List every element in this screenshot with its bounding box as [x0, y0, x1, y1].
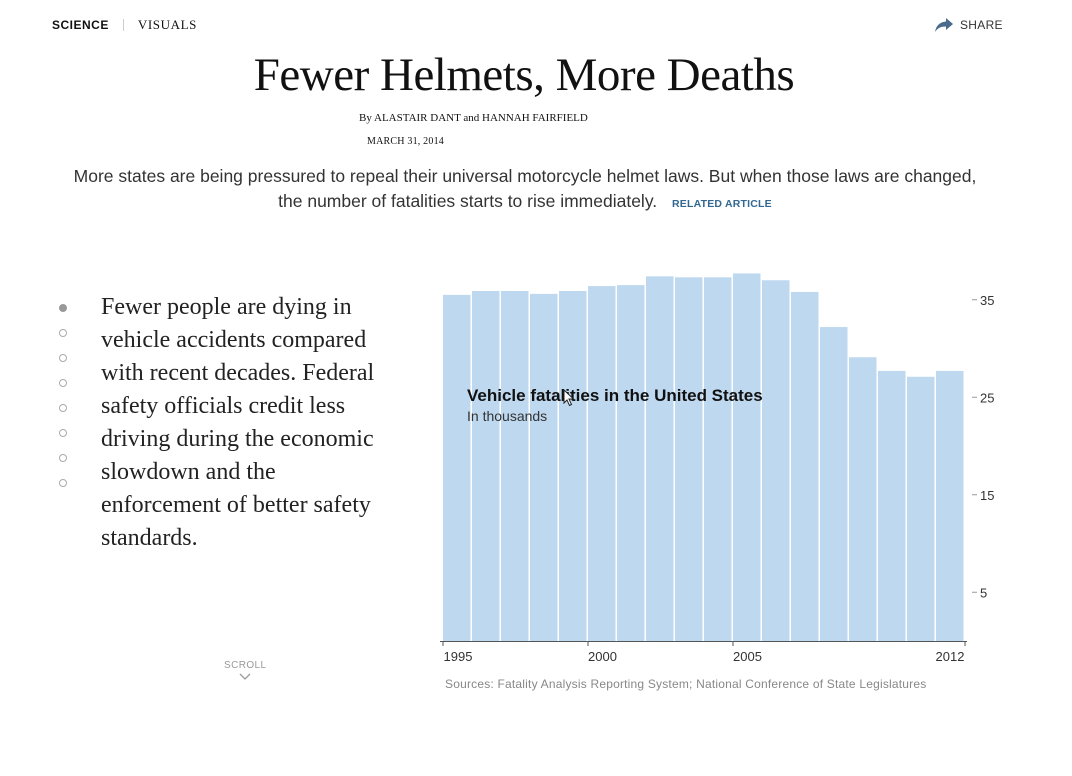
step-dot[interactable] [59, 479, 67, 487]
bar-2008[interactable] [820, 327, 848, 641]
step-dot[interactable] [59, 404, 67, 412]
section-nav: SCIENCE VISUALS [52, 17, 197, 33]
step-indicator [59, 304, 67, 504]
byline: By ALASTAIR DANT and HANNAH FAIRFIELD [359, 112, 588, 124]
bar-2005[interactable] [733, 273, 761, 641]
y-tick-label: 15 [980, 488, 994, 503]
section-link[interactable]: SCIENCE [52, 18, 109, 32]
bar-2009[interactable] [849, 357, 877, 641]
bar-1999[interactable] [559, 290, 587, 641]
bar-2006[interactable] [762, 280, 790, 641]
story-text: Fewer people are dying in vehicle accide… [101, 294, 375, 551]
chart-subtitle: In thousands [467, 408, 548, 424]
scroll-label: SCROLL [224, 660, 267, 671]
y-tick-label: 25 [980, 390, 994, 405]
scroll-button[interactable]: SCROLL [224, 660, 266, 681]
related-article-link[interactable]: RELATED ARTICLE [672, 198, 772, 210]
bar-2000[interactable] [588, 286, 616, 641]
step-dot[interactable] [59, 354, 67, 362]
bar-1996[interactable] [472, 290, 500, 641]
publish-date: MARCH 31, 2014 [367, 136, 444, 147]
bar-2010[interactable] [878, 370, 906, 641]
bar-2002[interactable] [646, 276, 674, 641]
share-label: SHARE [960, 18, 1003, 32]
share-button[interactable]: SHARE [934, 17, 1003, 33]
bar-2004[interactable] [704, 277, 732, 641]
x-tick-label: 2012 [936, 649, 965, 664]
step-dot[interactable] [59, 304, 67, 312]
step-dot[interactable] [59, 429, 67, 437]
y-tick-label: 5 [980, 585, 987, 600]
deck-text: More states are being pressured to repea… [73, 166, 977, 211]
bar-1997[interactable] [501, 290, 529, 641]
bar-2012[interactable] [936, 370, 964, 641]
page-title: Fewer Helmets, More Deaths [253, 49, 795, 101]
x-tick-label: 2005 [733, 649, 762, 664]
byline-joiner: and [463, 112, 480, 124]
bar-2011[interactable] [907, 376, 935, 641]
bar-2007[interactable] [791, 291, 819, 641]
step-dot[interactable] [59, 454, 67, 462]
bar-2003[interactable] [675, 277, 703, 641]
chart-title: Vehicle fatalities in the United States [467, 386, 763, 405]
share-arrow-icon [935, 18, 953, 32]
chart-source: Sources: Fatality Analysis Reporting Sys… [445, 677, 927, 691]
bar-1998[interactable] [530, 293, 558, 641]
subsection-link[interactable]: VISUALS [137, 17, 197, 32]
summary-deck: More states are being pressured to repea… [60, 164, 990, 217]
x-tick-label: 2000 [588, 649, 617, 664]
bar-1995[interactable] [443, 294, 471, 641]
author-link[interactable]: ALASTAIR DANT [374, 112, 461, 124]
mouse-pointer-icon [563, 389, 575, 407]
byline-prefix: By [359, 112, 372, 124]
author-link[interactable]: HANNAH FAIRFIELD [482, 112, 588, 124]
step-dot[interactable] [59, 379, 67, 387]
x-tick-label: 1995 [444, 649, 473, 664]
step-dot[interactable] [59, 329, 67, 337]
bar-2001[interactable] [617, 285, 645, 641]
y-tick-label: 35 [980, 293, 994, 308]
chevron-down-icon [239, 673, 251, 680]
nav-divider [122, 19, 124, 31]
